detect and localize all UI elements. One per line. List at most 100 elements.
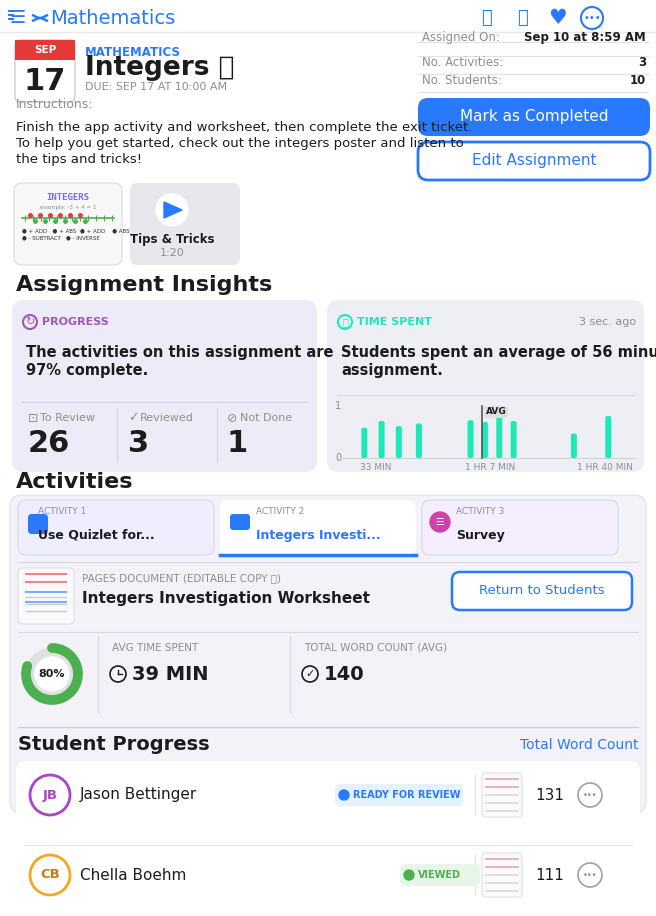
Text: 3: 3 — [128, 429, 149, 457]
Text: INTEGERS: INTEGERS — [47, 193, 89, 202]
Text: ACTIVITY 3: ACTIVITY 3 — [456, 507, 504, 517]
FancyBboxPatch shape — [230, 514, 250, 530]
Text: DUE: SEP 17 AT 10:00 AM: DUE: SEP 17 AT 10:00 AM — [85, 82, 227, 92]
FancyBboxPatch shape — [510, 421, 516, 458]
Text: Assigned On:: Assigned On: — [422, 30, 500, 43]
Text: Survey: Survey — [456, 529, 504, 541]
FancyBboxPatch shape — [327, 300, 644, 472]
Text: ↻: ↻ — [26, 317, 35, 327]
FancyBboxPatch shape — [482, 853, 522, 897]
Text: AVG: AVG — [485, 408, 506, 417]
Text: example: -3 + 4 = 1: example: -3 + 4 = 1 — [40, 205, 96, 211]
Text: 📌: 📌 — [517, 9, 527, 27]
FancyBboxPatch shape — [15, 40, 75, 102]
Text: 0: 0 — [335, 453, 341, 463]
FancyBboxPatch shape — [422, 500, 618, 555]
FancyBboxPatch shape — [416, 423, 422, 458]
Text: 10: 10 — [630, 73, 646, 86]
Text: 97% complete.: 97% complete. — [26, 363, 148, 377]
FancyBboxPatch shape — [18, 568, 74, 624]
FancyBboxPatch shape — [8, 10, 14, 12]
Text: ACTIVITY 2: ACTIVITY 2 — [256, 507, 304, 517]
Text: assignment.: assignment. — [341, 363, 443, 377]
Text: Use Quizlet for...: Use Quizlet for... — [38, 529, 155, 541]
Text: 26: 26 — [28, 429, 70, 457]
Text: Sep 10 at 8:59 AM: Sep 10 at 8:59 AM — [524, 30, 646, 43]
Text: 1:20: 1:20 — [159, 248, 184, 258]
Text: 1 HR 7 MIN: 1 HR 7 MIN — [465, 463, 516, 472]
FancyBboxPatch shape — [361, 428, 367, 458]
Circle shape — [30, 775, 70, 815]
FancyBboxPatch shape — [496, 416, 502, 458]
Circle shape — [30, 855, 70, 895]
Text: ✓: ✓ — [305, 669, 315, 679]
Text: No. Activities:: No. Activities: — [422, 56, 503, 69]
Text: the tips and tricks!: the tips and tricks! — [16, 152, 142, 166]
Text: To help you get started, check out the integers poster and listen to: To help you get started, check out the i… — [16, 136, 464, 149]
Text: 111: 111 — [535, 867, 564, 882]
FancyBboxPatch shape — [605, 416, 611, 458]
FancyBboxPatch shape — [130, 183, 240, 265]
FancyBboxPatch shape — [335, 784, 463, 806]
Text: Assignment Insights: Assignment Insights — [16, 275, 272, 295]
Text: 80%: 80% — [39, 669, 65, 679]
FancyBboxPatch shape — [14, 183, 122, 265]
FancyBboxPatch shape — [418, 98, 650, 136]
FancyBboxPatch shape — [18, 500, 214, 555]
Text: 1 HR 40 MIN: 1 HR 40 MIN — [577, 463, 633, 472]
FancyBboxPatch shape — [571, 433, 577, 458]
Text: 🔓: 🔓 — [482, 9, 493, 27]
Circle shape — [339, 790, 349, 800]
Text: Not Done: Not Done — [240, 413, 293, 423]
FancyBboxPatch shape — [8, 18, 14, 20]
Text: VIEWED: VIEWED — [418, 870, 461, 880]
Circle shape — [26, 648, 78, 700]
Text: 1: 1 — [227, 429, 248, 457]
Text: Instructions:: Instructions: — [16, 99, 94, 112]
FancyBboxPatch shape — [8, 14, 14, 16]
Text: To Review: To Review — [40, 413, 95, 423]
FancyBboxPatch shape — [28, 514, 48, 534]
Text: AVG TIME SPENT: AVG TIME SPENT — [112, 643, 198, 653]
Text: 3: 3 — [638, 56, 646, 69]
Text: TOTAL WORD COUNT (AVG): TOTAL WORD COUNT (AVG) — [304, 643, 447, 653]
FancyBboxPatch shape — [482, 773, 522, 817]
Text: Activities: Activities — [16, 472, 134, 492]
Text: READY FOR REVIEW: READY FOR REVIEW — [353, 790, 461, 800]
Text: Chella Boehm: Chella Boehm — [80, 867, 186, 882]
Text: •••: ••• — [583, 13, 601, 23]
FancyBboxPatch shape — [379, 421, 384, 458]
Text: 140: 140 — [324, 664, 365, 683]
Text: Edit Assignment: Edit Assignment — [472, 154, 596, 169]
Text: Reviewed: Reviewed — [140, 413, 194, 423]
Text: Student Progress: Student Progress — [18, 736, 210, 755]
Text: Finish the app activity and worksheet, then complete the exit ticket.: Finish the app activity and worksheet, t… — [16, 121, 472, 134]
Text: Mathematics: Mathematics — [50, 8, 175, 27]
Text: SEP: SEP — [34, 45, 56, 55]
FancyBboxPatch shape — [452, 572, 632, 610]
FancyBboxPatch shape — [482, 422, 488, 458]
Text: Tips & Tricks: Tips & Tricks — [130, 234, 215, 246]
FancyBboxPatch shape — [396, 426, 401, 458]
Text: ✓: ✓ — [128, 411, 138, 424]
FancyBboxPatch shape — [15, 40, 75, 60]
Text: ⊡: ⊡ — [28, 411, 39, 424]
Text: ● + ADD    ● ABS: ● + ADD ● ABS — [80, 228, 129, 233]
FancyBboxPatch shape — [220, 500, 416, 555]
Text: 1: 1 — [335, 401, 341, 411]
Text: No. Students:: No. Students: — [422, 73, 502, 86]
FancyBboxPatch shape — [400, 864, 480, 886]
Circle shape — [430, 512, 450, 532]
Text: Jason Bettinger: Jason Bettinger — [80, 788, 197, 802]
Circle shape — [156, 194, 188, 226]
Text: ♥: ♥ — [548, 8, 566, 28]
Text: •••: ••• — [583, 791, 598, 800]
Text: Total Word Count: Total Word Count — [520, 738, 638, 752]
Polygon shape — [164, 202, 182, 218]
Text: CB: CB — [40, 868, 60, 881]
FancyBboxPatch shape — [12, 300, 317, 472]
Text: PAGES DOCUMENT (EDITABLE COPY 👤): PAGES DOCUMENT (EDITABLE COPY 👤) — [82, 573, 281, 583]
Text: ☰: ☰ — [436, 517, 444, 527]
FancyBboxPatch shape — [10, 495, 646, 813]
Text: ☰: ☰ — [10, 9, 26, 27]
